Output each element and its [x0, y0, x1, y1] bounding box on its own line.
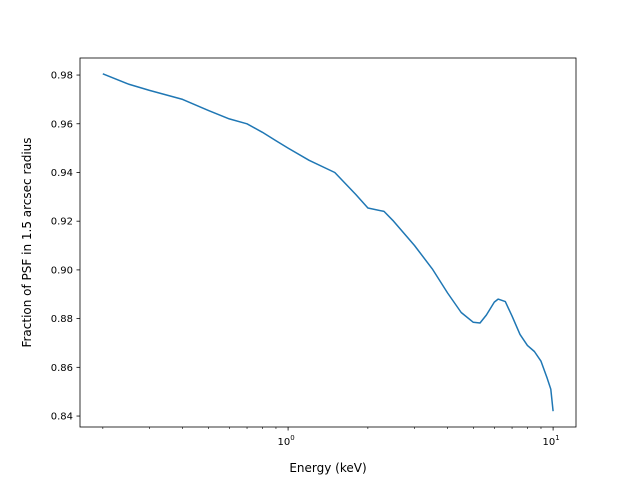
- y-tick-label: 0.96: [51, 119, 73, 130]
- y-tick-label: 0.88: [51, 314, 73, 325]
- y-tick-label: 0.98: [51, 71, 73, 82]
- x-tick-label: 100: [277, 434, 294, 448]
- plot-area: [80, 58, 576, 427]
- series-line: [102, 73, 554, 412]
- y-tick-label: 0.90: [51, 265, 73, 276]
- x-axis-label: Energy (keV): [289, 461, 366, 475]
- y-tick-label: 0.92: [51, 217, 73, 228]
- x-tick-label: 101: [543, 434, 560, 448]
- y-tick-label: 0.84: [51, 412, 73, 423]
- y-tick-label: 0.94: [51, 168, 73, 179]
- axes-frame: [79, 57, 577, 428]
- y-tick-label: 0.86: [51, 363, 73, 374]
- y-axis-label: Fraction of PSF in 1.5 arcsec radius: [20, 137, 34, 347]
